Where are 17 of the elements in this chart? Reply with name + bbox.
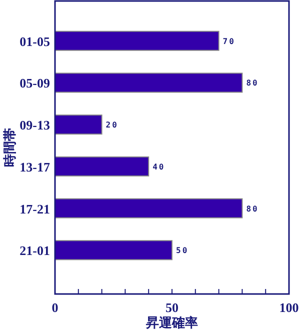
data-label: 80: [246, 78, 259, 88]
x-tick-label: 100: [279, 300, 299, 315]
y-tick-label: 17-21: [20, 201, 50, 216]
y-tick-label: 13-17: [20, 159, 50, 174]
y-tick-label: 01-05: [20, 34, 50, 49]
data-label: 40: [152, 162, 166, 172]
x-axis-title: 昇運確率: [145, 315, 198, 330]
data-label: 80: [246, 204, 259, 214]
x-tick-label: 0: [52, 300, 58, 315]
data-label: 50: [176, 246, 189, 256]
y-tick-label: 05-09: [20, 76, 50, 91]
y-tick-label: 21-01: [20, 243, 50, 258]
data-label: 20: [106, 120, 118, 130]
data-label: 70: [222, 36, 236, 46]
x-tick-label: 50: [166, 300, 178, 315]
y-tick-label: 09-13: [20, 118, 50, 133]
y-axis-title: 時間帯: [2, 128, 17, 167]
